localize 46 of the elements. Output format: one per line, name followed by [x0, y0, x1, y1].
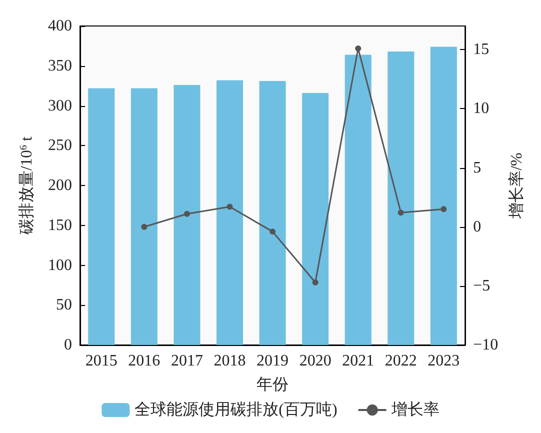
bar	[430, 46, 457, 345]
point	[226, 204, 233, 210]
point	[398, 210, 404, 216]
point	[312, 279, 318, 286]
y-tick-label: 150	[48, 216, 72, 234]
x-tick-label: 2019	[256, 352, 289, 370]
y-tick-label: 100	[48, 256, 72, 274]
x-tick-label: 2021	[342, 352, 374, 370]
y2-tick-label: 0	[473, 218, 482, 236]
y-tick-label: 300	[48, 97, 72, 114]
x-tick-label: 2022	[384, 352, 417, 370]
point	[355, 45, 362, 52]
y2-tick-label: −10	[473, 336, 498, 354]
x-axis-title: 年份	[256, 376, 289, 394]
x-tick-label: 2023	[428, 352, 460, 370]
y-axis-title: 碳排放量/106 t	[18, 136, 36, 236]
bar	[388, 52, 414, 345]
point	[440, 206, 447, 212]
bar	[216, 80, 244, 345]
bar	[130, 88, 158, 345]
y-tick-label: 350	[48, 57, 72, 74]
x-tick-label: 2020	[299, 352, 332, 370]
y-tick-label: 50	[56, 296, 72, 314]
legend-label: 全球能源使用碳排放(百万吨)	[134, 400, 338, 418]
y-tick-label: 400	[48, 18, 72, 34]
y2-tick-label: 15	[473, 41, 490, 58]
point	[141, 224, 148, 230]
x-tick-label: 2016	[128, 352, 160, 370]
point	[270, 228, 276, 235]
bar	[88, 88, 115, 345]
y2-tick-label: −5	[473, 277, 490, 294]
bar	[174, 85, 200, 345]
y-tick-label: 250	[48, 137, 72, 154]
point	[184, 210, 190, 217]
y2-axis-title: 增长率/%	[508, 152, 526, 220]
y2-tick-label: 5	[473, 159, 482, 176]
y2-tick-label: 10	[473, 100, 490, 118]
x-tick-label: 2017	[170, 352, 203, 370]
bar	[302, 92, 329, 345]
y-tick-label: 200	[48, 177, 72, 194]
x-tick-label: 2015	[85, 352, 118, 370]
x-tick-label: 2018	[214, 352, 246, 370]
bar	[259, 81, 286, 345]
legend-label: 增长率	[390, 400, 440, 418]
bar	[344, 54, 372, 345]
y-tick-label: 0	[64, 336, 72, 354]
